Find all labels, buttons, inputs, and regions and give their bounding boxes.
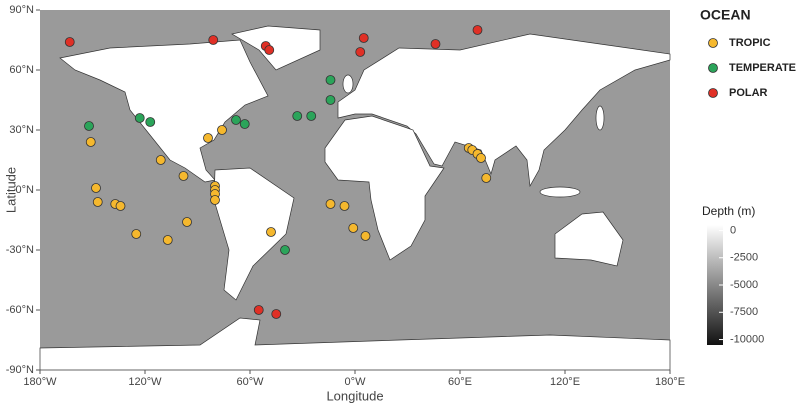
data-point <box>85 137 96 147</box>
data-point <box>325 199 336 209</box>
land <box>595 105 605 131</box>
land <box>337 33 671 188</box>
land <box>324 115 445 261</box>
colorbar-tick-label: -7500 <box>730 306 758 318</box>
data-point <box>239 119 250 129</box>
data-point <box>264 45 275 55</box>
data-point <box>115 201 126 211</box>
data-point <box>339 201 350 211</box>
colorbar-tick-label: -10000 <box>730 333 764 345</box>
data-point <box>131 229 142 239</box>
data-point <box>348 223 359 233</box>
legend-marker <box>708 88 718 98</box>
land <box>554 211 624 267</box>
x-tick-label: 120°E <box>550 376 580 388</box>
data-point <box>476 153 486 163</box>
x-tick-label: 120°W <box>128 376 162 388</box>
legend-label: TEMPERATE <box>729 62 796 74</box>
data-point <box>481 173 492 183</box>
data-point <box>84 121 94 131</box>
y-tick-label: 90°N <box>9 4 34 16</box>
data-point <box>145 117 156 127</box>
data-point <box>355 47 366 57</box>
data-point <box>203 133 213 143</box>
data-point <box>325 75 336 85</box>
data-point <box>91 183 101 193</box>
map <box>39 10 671 371</box>
data-point <box>231 115 241 125</box>
colorbar-tick-label: -5000 <box>730 279 758 291</box>
data-point <box>253 305 264 315</box>
y-tick-label: -30°N <box>6 244 34 256</box>
land <box>59 39 269 183</box>
data-point <box>325 95 336 105</box>
data-point <box>162 235 173 245</box>
legend-label: POLAR <box>729 87 768 99</box>
data-point <box>208 35 219 45</box>
y-tick-label: -90°N <box>6 364 34 376</box>
colorbar-title: Depth (m) <box>702 204 755 218</box>
x-tick-label: 0°W <box>345 376 367 388</box>
legend-marker <box>708 63 718 73</box>
data-point <box>292 111 303 121</box>
y-axis-title: Latitude <box>3 167 18 213</box>
data-point <box>210 195 220 205</box>
data-point <box>182 217 192 227</box>
y-tick-label: 0°N <box>16 184 35 196</box>
legend-marker <box>708 38 718 48</box>
colorbar-tick-label: -2500 <box>730 252 758 264</box>
data-point <box>134 113 145 123</box>
colorbar-tick-label: 0 <box>730 224 736 236</box>
data-point <box>306 111 317 121</box>
data-point <box>217 125 227 135</box>
x-tick-label: 180°E <box>655 376 685 388</box>
legend-title: OCEAN <box>700 7 751 23</box>
land <box>539 186 581 198</box>
x-tick-label: 180°W <box>23 376 57 388</box>
x-tick-label: 60°E <box>448 376 472 388</box>
colorbar <box>707 225 723 345</box>
data-point <box>64 37 75 47</box>
data-point <box>472 25 483 35</box>
data-point <box>280 245 290 255</box>
data-point <box>178 171 189 181</box>
data-point <box>266 227 276 237</box>
legend-label: TROPIC <box>729 37 771 49</box>
x-axis-title: Longitude <box>326 388 383 403</box>
land <box>231 25 321 71</box>
data-point <box>92 197 103 207</box>
y-tick-label: 60°N <box>9 64 34 76</box>
data-point <box>360 231 371 241</box>
x-tick-label: 60°W <box>236 376 264 388</box>
land <box>213 167 295 301</box>
land <box>342 74 354 94</box>
data-point <box>271 309 282 319</box>
y-tick-label: 30°N <box>9 124 34 136</box>
data-point <box>430 39 441 49</box>
data-point <box>358 33 369 43</box>
y-tick-label: -60°N <box>6 304 34 316</box>
data-point <box>155 155 166 165</box>
